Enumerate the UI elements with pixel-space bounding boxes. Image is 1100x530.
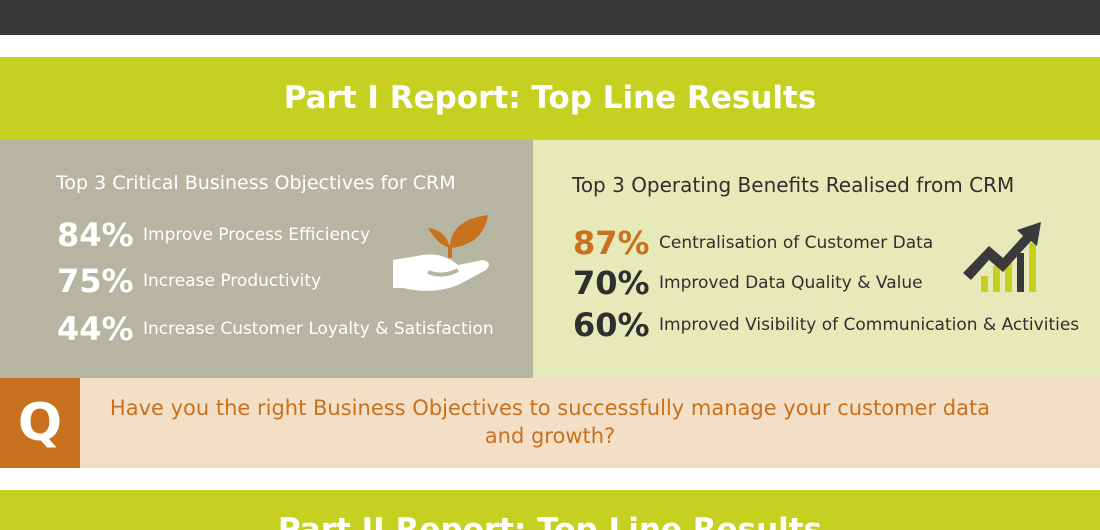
benefits-panel: Top 3 Operating Benefits Realised from C… bbox=[533, 140, 1100, 378]
objective-pct: 75% bbox=[57, 262, 134, 300]
benefit-pct: 87% bbox=[573, 224, 650, 262]
question-row: Q Have you the right Business Objectives… bbox=[0, 378, 1100, 468]
objective-label: Increase Customer Loyalty & Satisfaction bbox=[143, 319, 494, 339]
benefit-item: 70% Improved Data Quality & Value bbox=[573, 264, 923, 302]
top-bar bbox=[0, 0, 1100, 35]
hand-plant-icon bbox=[393, 215, 489, 291]
benefit-pct: 60% bbox=[573, 306, 650, 344]
objective-item: 84% Improve Process Efficiency bbox=[57, 216, 370, 254]
benefit-label: Improved Data Quality & Value bbox=[659, 273, 923, 293]
section-title: Part I Report: Top Line Results bbox=[0, 57, 1100, 140]
objectives-panel: Top 3 Critical Business Objectives for C… bbox=[0, 140, 533, 378]
objectives-title: Top 3 Critical Business Objectives for C… bbox=[56, 172, 456, 194]
objective-item: 44% Increase Customer Loyalty & Satisfact… bbox=[57, 310, 494, 348]
benefit-item: 60% Improved Visibility of Communication … bbox=[573, 306, 1079, 344]
next-section-title: Part II Report: Top Line Results bbox=[0, 490, 1100, 530]
objective-pct: 44% bbox=[57, 310, 134, 348]
benefit-pct: 70% bbox=[573, 264, 650, 302]
benefit-item: 87% Centralisation of Customer Data bbox=[573, 224, 933, 262]
benefits-title: Top 3 Operating Benefits Realised from C… bbox=[572, 173, 1015, 197]
question-text: Have you the right Business Objectives t… bbox=[109, 396, 991, 448]
benefit-label: Centralisation of Customer Data bbox=[659, 233, 934, 253]
objective-label: Increase Productivity bbox=[143, 271, 322, 291]
growth-chart-arrow-icon bbox=[963, 222, 1041, 292]
objective-pct: 84% bbox=[57, 216, 134, 254]
objective-label: Improve Process Efficiency bbox=[143, 225, 371, 245]
benefit-label: Improved Visibility of Communication & A… bbox=[659, 315, 1080, 335]
question-badge: Q bbox=[0, 378, 80, 468]
objective-item: 75% Increase Productivity bbox=[57, 262, 321, 300]
